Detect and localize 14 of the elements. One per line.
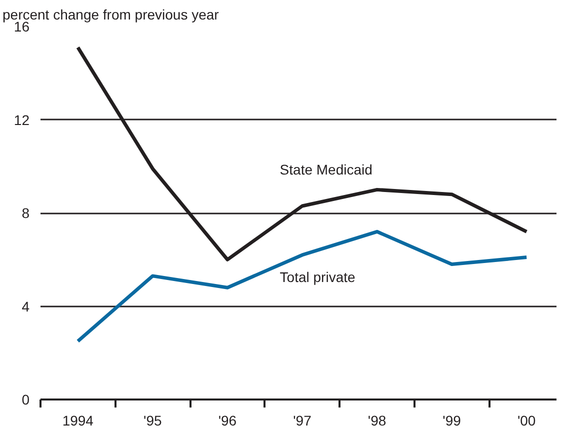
x-tick-label: '98 <box>368 412 386 428</box>
series-label: State Medicaid <box>280 162 372 178</box>
series-label: Total private <box>280 268 356 285</box>
line-series <box>76 230 528 343</box>
y-tick-label: 12 <box>14 112 30 128</box>
x-tick-label: '96 <box>218 412 237 428</box>
x-tick-label: '00 <box>517 412 536 428</box>
x-tick-label: 1994 <box>62 412 94 428</box>
y-tick-label: 4 <box>22 298 30 314</box>
x-tick-label: '95 <box>144 412 162 428</box>
x-tick-label: '99 <box>442 412 462 428</box>
x-tick-label: '97 <box>293 412 312 428</box>
y-tick-label: 0 <box>22 392 30 408</box>
y-tick-label: 8 <box>22 205 30 221</box>
